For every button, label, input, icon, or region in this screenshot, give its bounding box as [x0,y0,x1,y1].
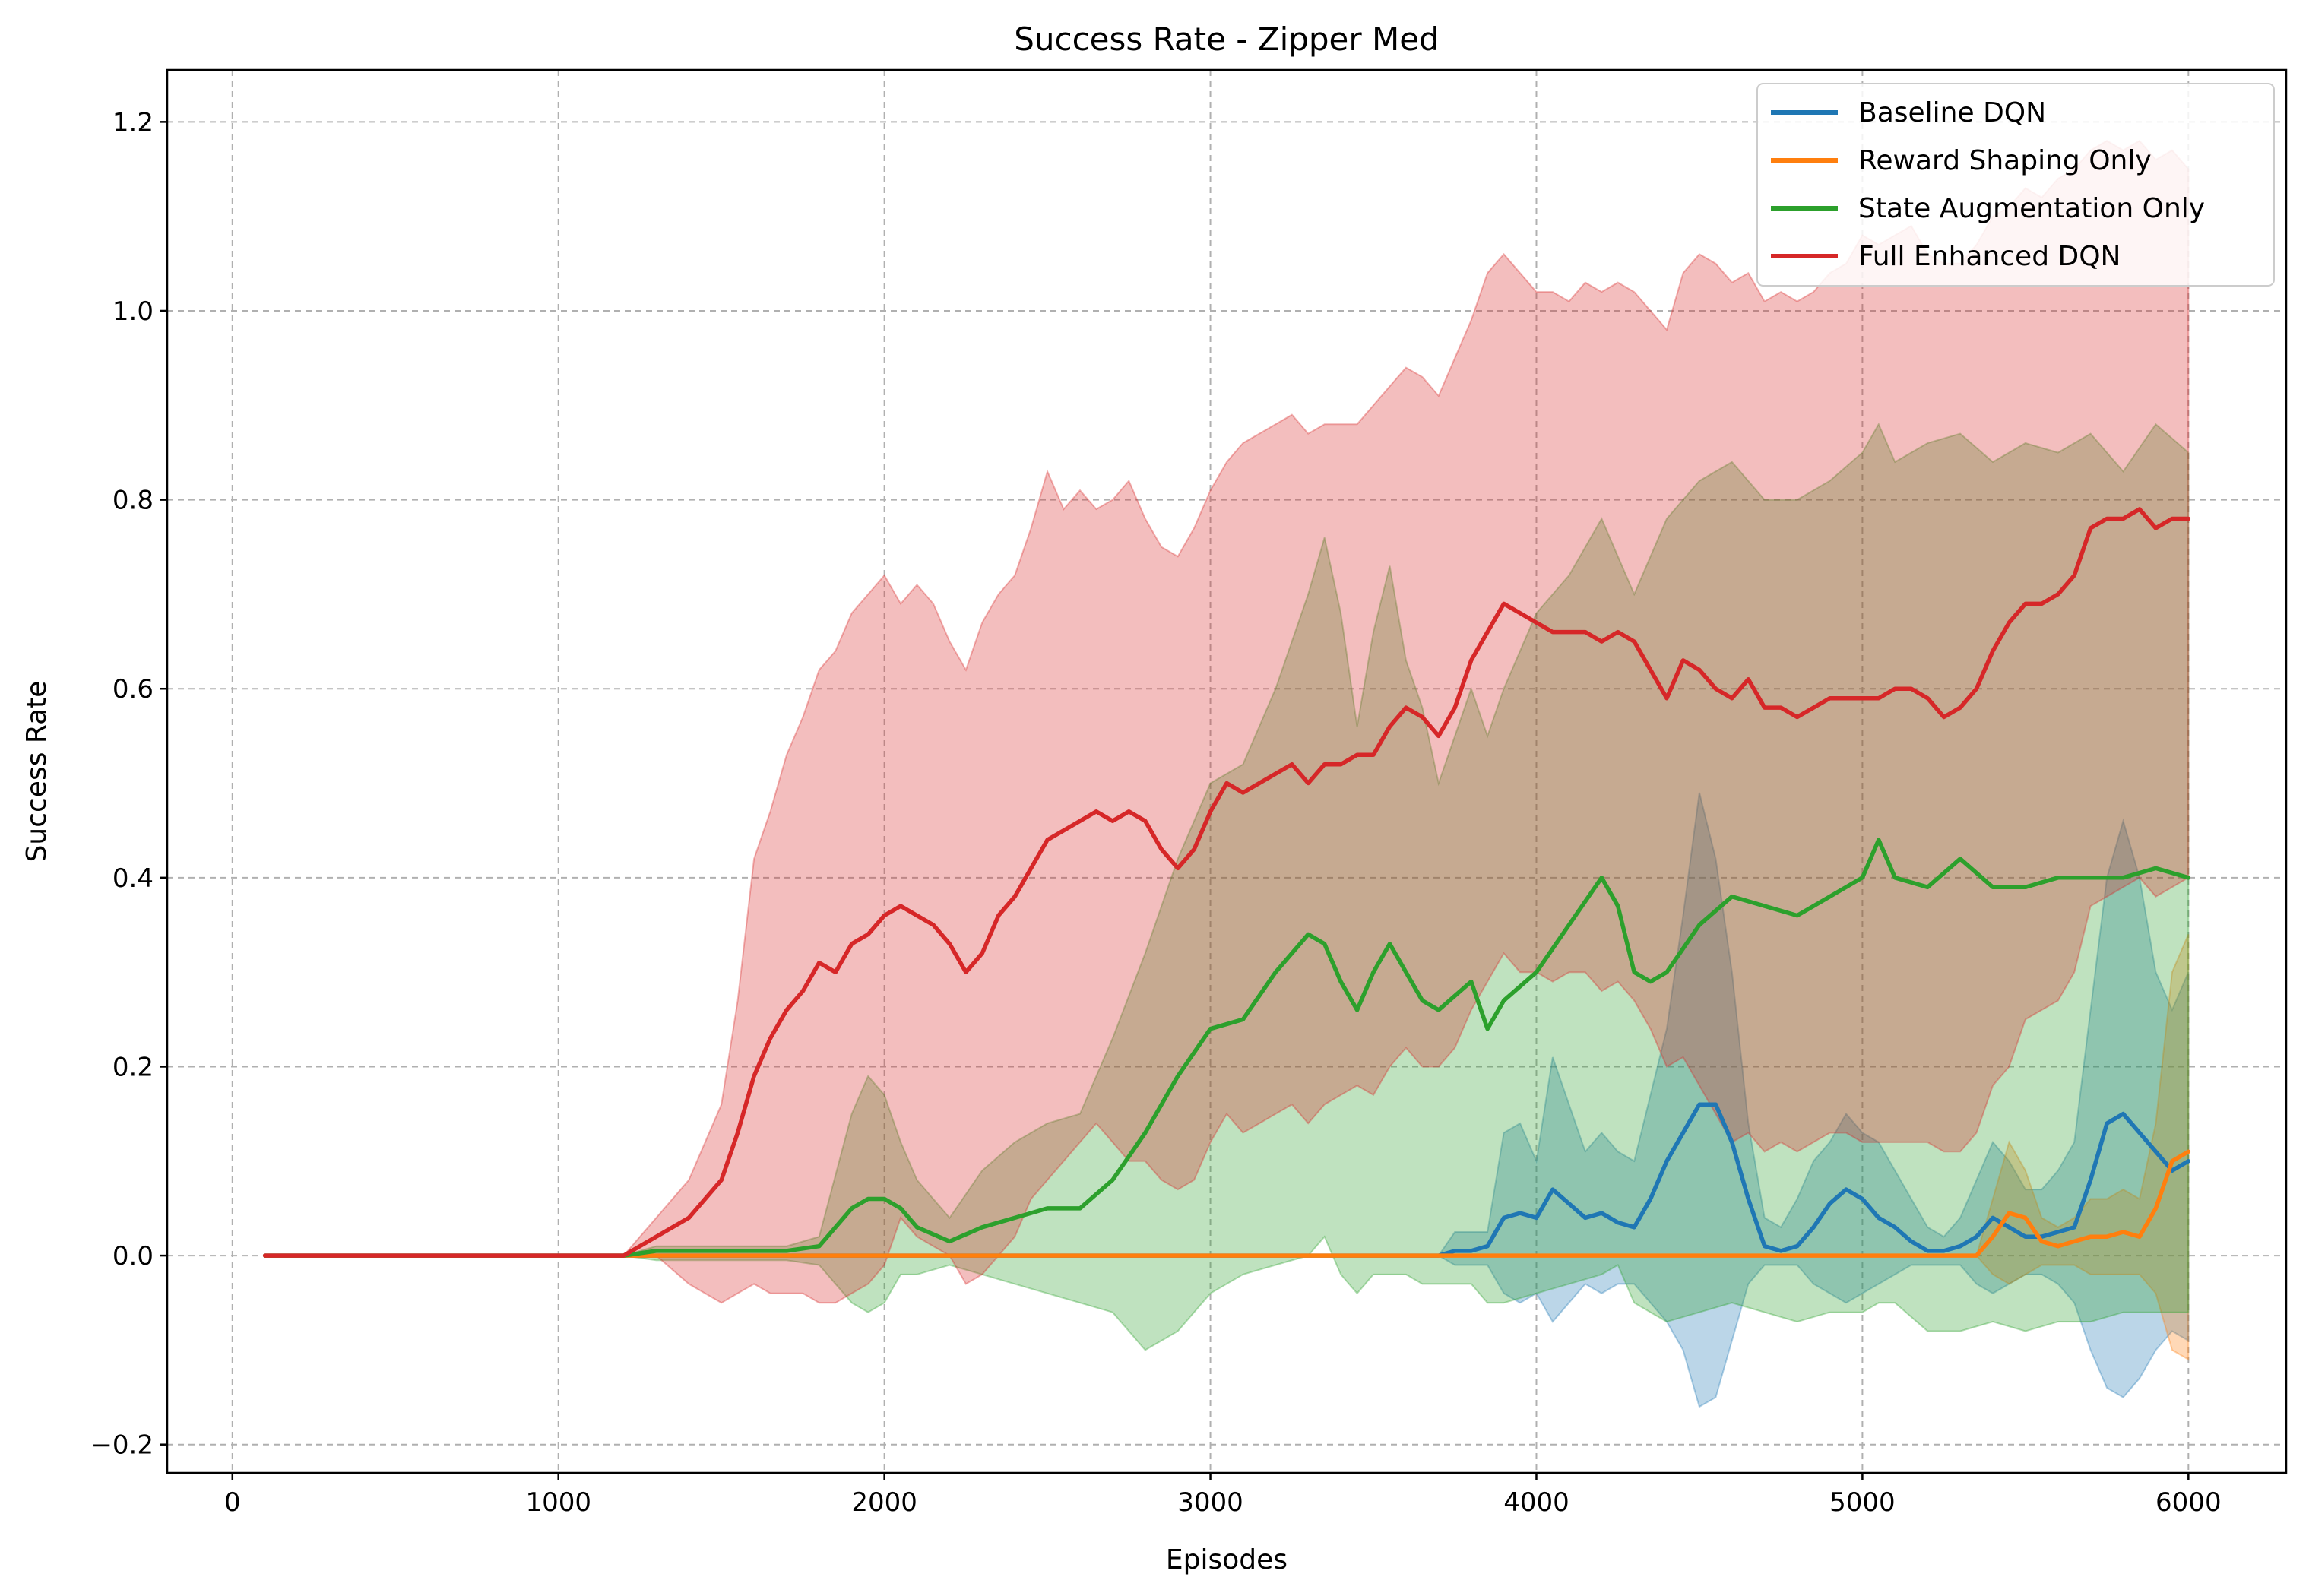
y-axis-ticks: −0.2 0.0 0.2 0.4 0.6 0.8 1.0 1.2 [90,107,167,1461]
x-axis-ticks: 0 1000 2000 3000 4000 5000 6000 [224,1473,2222,1518]
y-tick-label: 0.8 [112,486,154,516]
series-lines [262,507,2191,1258]
x-tick-label: 2000 [851,1487,917,1518]
y-tick-label: −0.2 [90,1430,154,1461]
std-band-3 [264,139,2190,1304]
x-tick-label: 1000 [525,1487,591,1518]
legend-label-3: Full Enhanced DQN [1858,241,2121,272]
y-tick-label: 0.2 [112,1052,154,1082]
x-tick-label: 4000 [1503,1487,1569,1518]
chart-title: Success Rate - Zipper Med [1014,21,1440,58]
y-tick-label: 1.0 [112,296,154,327]
legend-box [1756,83,2275,287]
series-line-1 [262,1149,2191,1258]
x-tick-label: 6000 [2155,1487,2222,1518]
legend: Baseline DQN Reward Shaping Only State Aug… [1756,83,2275,287]
std-bands [264,139,2190,1408]
std-band-1 [264,934,2190,1361]
y-tick-label: 0.6 [112,674,154,705]
series-line-2 [262,838,2191,1258]
x-tick-label: 5000 [1829,1487,1896,1518]
y-axis-title: Success Rate [21,681,52,863]
x-axis-title: Episodes [1166,1544,1288,1575]
plot-frame [166,68,2288,1474]
x-tick-label: 3000 [1177,1487,1243,1518]
series-line-0 [262,1102,2191,1258]
y-tick-label: 1.2 [112,107,154,138]
legend-label-2: State Augmentation Only [1858,193,2205,224]
series-line-3 [262,507,2191,1258]
y-tick-label: 0.4 [112,863,154,894]
x-tick-label: 0 [224,1487,241,1518]
std-band-0 [264,792,2190,1408]
legend-label-1: Reward Shaping Only [1858,145,2152,176]
y-tick-label: 0.0 [112,1241,154,1271]
std-band-2 [264,422,2190,1351]
legend-label-0: Baseline DQN [1858,97,2046,128]
